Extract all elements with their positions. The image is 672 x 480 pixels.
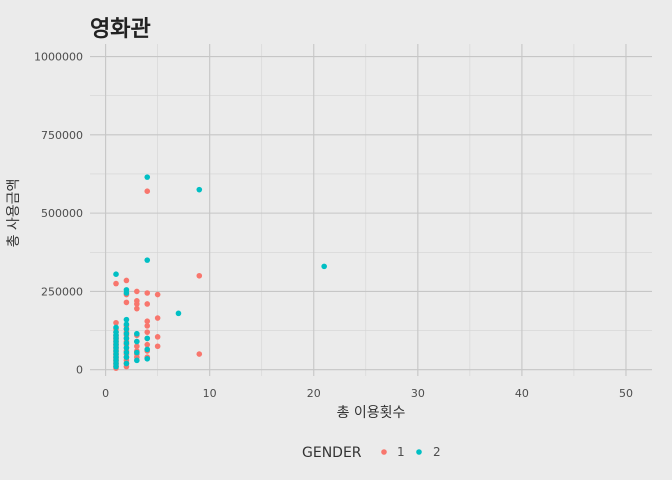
- grid-minor: [90, 44, 652, 376]
- data-point: [134, 349, 140, 356]
- legend-title: GENDER: [302, 445, 362, 461]
- data-point: [123, 330, 130, 337]
- data-point: [134, 357, 140, 364]
- data-point: [144, 335, 151, 342]
- data-point: [123, 340, 130, 346]
- data-point: [123, 287, 130, 293]
- data-point: [144, 323, 151, 329]
- data-point: [144, 346, 151, 353]
- x-tick-label: 10: [203, 387, 217, 400]
- legend-swatch-2: [416, 449, 422, 455]
- data-point: [123, 326, 130, 332]
- data-point: [123, 321, 130, 328]
- data-point: [123, 299, 130, 306]
- x-tick-label: 40: [515, 387, 529, 400]
- plot-panel: [90, 44, 652, 376]
- data-point: [144, 257, 151, 263]
- data-point: [144, 318, 151, 324]
- data-point: [113, 329, 119, 335]
- data-point: [144, 329, 151, 335]
- grid-major: [90, 44, 652, 376]
- data-point: [144, 290, 151, 296]
- data-point: [113, 271, 119, 278]
- data-point: [154, 334, 161, 340]
- data-point: [175, 310, 182, 317]
- y-tick-label: 0: [76, 364, 83, 377]
- data-point: [123, 354, 130, 361]
- data-point: [196, 351, 203, 357]
- data-point: [134, 298, 140, 304]
- x-tick-label: 30: [411, 387, 425, 400]
- y-tick-label: 500000: [41, 207, 83, 220]
- data-point: [134, 288, 140, 295]
- data-point: [196, 272, 203, 279]
- data-point: [134, 343, 140, 350]
- data-point: [144, 355, 151, 362]
- data-point: [321, 263, 327, 270]
- data-point: [113, 324, 119, 331]
- x-tick-label: 20: [307, 387, 321, 400]
- data-point: [113, 280, 119, 287]
- data-point: [113, 319, 119, 326]
- data-point: [154, 343, 161, 350]
- data-point: [144, 174, 151, 180]
- x-tick-label: 0: [102, 387, 109, 400]
- data-point: [123, 360, 130, 367]
- data-point: [154, 315, 161, 321]
- y-tick-label: 750000: [41, 129, 83, 142]
- x-axis-ticks: 0 10 20 30 40 50: [102, 387, 633, 400]
- y-tick-label: 1000000: [34, 51, 83, 64]
- data-point: [154, 291, 161, 298]
- data-point: [134, 330, 140, 337]
- data-point: [134, 338, 140, 345]
- data-point: [123, 316, 130, 323]
- chart-title: 영화관: [90, 17, 151, 42]
- x-tick-label: 50: [619, 387, 633, 400]
- data-point: [123, 349, 130, 356]
- y-tick-label: 250000: [41, 285, 83, 298]
- data-points: [113, 174, 327, 371]
- data-point: [123, 345, 130, 351]
- x-axis-title: 총 이용횟수: [337, 405, 406, 421]
- y-axis-title: 총 사용금액: [6, 179, 22, 248]
- data-point: [144, 301, 151, 307]
- data-point: [134, 305, 140, 312]
- data-point: [144, 188, 151, 195]
- legend: GENDER 1 2: [302, 445, 441, 461]
- y-axis-ticks: 0 250000 500000 750000 1000000: [34, 51, 83, 377]
- legend-label-2: 2: [433, 445, 441, 459]
- data-point: [144, 341, 151, 348]
- data-point: [123, 277, 130, 284]
- data-point: [123, 335, 130, 342]
- legend-label-1: 1: [397, 445, 405, 459]
- series-2: [113, 174, 327, 370]
- legend-swatch-1: [381, 449, 387, 455]
- data-point: [196, 186, 203, 193]
